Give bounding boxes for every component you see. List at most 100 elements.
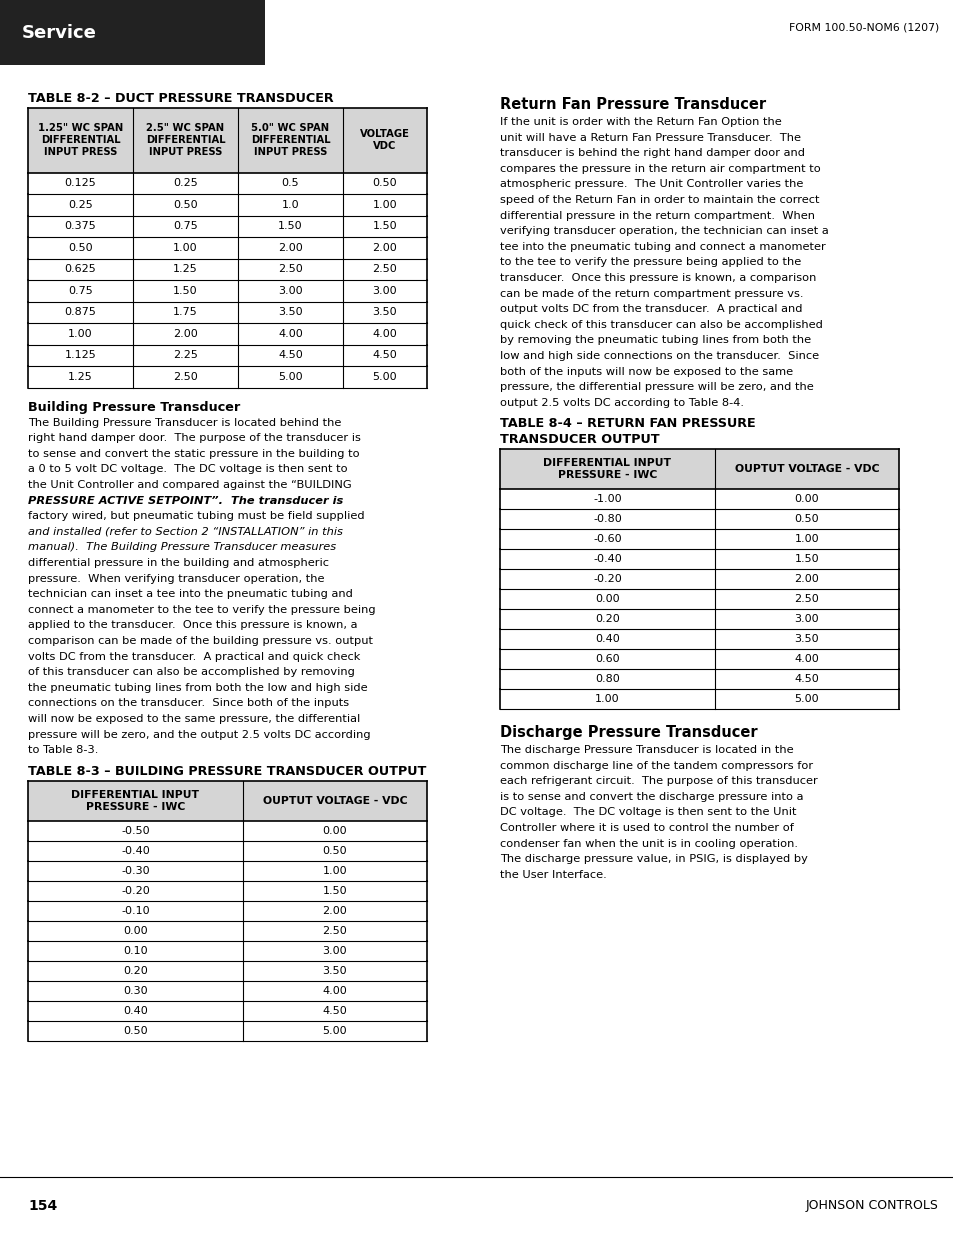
Text: 3.50: 3.50 (373, 308, 396, 317)
Bar (0, 0, 265, 65)
Text: 4.50: 4.50 (373, 351, 397, 361)
Text: factory wired, but pneumatic tubing must be field supplied: factory wired, but pneumatic tubing must… (28, 511, 364, 521)
Text: 1.25" WC SPAN
DIFFERENTIAL
INPUT PRESS: 1.25" WC SPAN DIFFERENTIAL INPUT PRESS (38, 124, 123, 157)
Text: can be made of the return compartment pressure vs.: can be made of the return compartment pr… (499, 289, 802, 299)
Text: 1.125: 1.125 (65, 351, 96, 361)
Text: the User Interface.: the User Interface. (499, 869, 606, 879)
Text: tee into the pneumatic tubing and connect a manometer: tee into the pneumatic tubing and connec… (499, 242, 825, 252)
Text: 0.75: 0.75 (68, 285, 92, 295)
Text: 2.00: 2.00 (373, 243, 397, 253)
Text: 4.00: 4.00 (373, 329, 397, 338)
Text: 4.00: 4.00 (278, 329, 302, 338)
Text: 4.00: 4.00 (794, 655, 819, 664)
Text: low and high side connections on the transducer.  Since: low and high side connections on the tra… (499, 351, 819, 361)
Text: 0.00: 0.00 (794, 494, 819, 504)
Text: 0.50: 0.50 (68, 243, 92, 253)
Text: 0.50: 0.50 (794, 514, 819, 524)
Text: is to sense and convert the discharge pressure into a: is to sense and convert the discharge pr… (499, 792, 802, 802)
Text: comparison can be made of the building pressure vs. output: comparison can be made of the building p… (28, 636, 373, 646)
Text: 2.25: 2.25 (172, 351, 197, 361)
Text: If the unit is order with the Return Fan Option the: If the unit is order with the Return Fan… (499, 117, 781, 127)
Text: 0.00: 0.00 (322, 826, 347, 836)
Text: 0.30: 0.30 (123, 986, 148, 995)
Text: TABLE 8-4 – RETURN FAN PRESSURE: TABLE 8-4 – RETURN FAN PRESSURE (499, 417, 755, 431)
Text: 3.00: 3.00 (373, 285, 396, 295)
Text: 3.50: 3.50 (278, 308, 302, 317)
Bar (28, 107, 427, 173)
Text: 1.75: 1.75 (172, 308, 197, 317)
Text: output volts DC from the transducer.  A practical and: output volts DC from the transducer. A p… (499, 304, 801, 314)
Text: 0.20: 0.20 (595, 614, 619, 624)
Text: 1.00: 1.00 (373, 200, 396, 210)
Text: condenser fan when the unit is in cooling operation.: condenser fan when the unit is in coolin… (499, 839, 797, 848)
Text: -0.40: -0.40 (121, 846, 150, 856)
Text: right hand damper door.  The purpose of the transducer is: right hand damper door. The purpose of t… (28, 433, 360, 443)
Text: DC voltage.  The DC voltage is then sent to the Unit: DC voltage. The DC voltage is then sent … (499, 808, 796, 818)
Text: -0.50: -0.50 (121, 826, 150, 836)
Text: TRANSDUCER OUTPUT: TRANSDUCER OUTPUT (499, 433, 659, 446)
Text: 0.25: 0.25 (68, 200, 92, 210)
Text: each refrigerant circuit.  The purpose of this transducer: each refrigerant circuit. The purpose of… (499, 777, 817, 787)
Text: 4.50: 4.50 (794, 674, 819, 684)
Text: DIFFERENTIAL INPUT
PRESSURE - IWC: DIFFERENTIAL INPUT PRESSURE - IWC (543, 458, 671, 480)
Text: pressure.  When verifying transducer operation, the: pressure. When verifying transducer oper… (28, 573, 324, 583)
Text: 1.50: 1.50 (794, 555, 819, 564)
Text: 154: 154 (28, 1199, 57, 1213)
Text: 0.25: 0.25 (172, 178, 197, 188)
Text: atmospheric pressure.  The Unit Controller varies the: atmospheric pressure. The Unit Controlle… (499, 179, 802, 189)
Text: 3.50: 3.50 (322, 966, 347, 976)
Text: to sense and convert the static pressure in the building to: to sense and convert the static pressure… (28, 448, 359, 458)
Text: -0.20: -0.20 (121, 885, 150, 895)
Text: of this transducer can also be accomplished by removing: of this transducer can also be accomplis… (28, 667, 355, 677)
Text: -1.00: -1.00 (593, 494, 621, 504)
Text: 2.50: 2.50 (172, 372, 197, 382)
Text: and installed (refer to Section 2 “INSTALLATION” in this: and installed (refer to Section 2 “INSTA… (28, 526, 342, 537)
Text: 0.80: 0.80 (595, 674, 619, 684)
Text: FORM 100.50-NOM6 (1207): FORM 100.50-NOM6 (1207) (788, 23, 938, 33)
Text: 5.00: 5.00 (322, 1026, 347, 1036)
Text: OUPTUT VOLTAGE - VDC: OUPTUT VOLTAGE - VDC (734, 464, 879, 474)
Text: 0.20: 0.20 (123, 966, 148, 976)
Text: differential pressure in the return compartment.  When: differential pressure in the return comp… (499, 211, 814, 221)
Text: 0.50: 0.50 (373, 178, 396, 188)
Text: PRESSURE ACTIVE SETPOINT”.  The transducer is: PRESSURE ACTIVE SETPOINT”. The transduce… (28, 495, 343, 505)
Text: compares the pressure in the return air compartment to: compares the pressure in the return air … (499, 164, 820, 174)
Text: -0.60: -0.60 (593, 534, 621, 545)
Text: TABLE 8-2 – DUCT PRESSURE TRANSDUCER: TABLE 8-2 – DUCT PRESSURE TRANSDUCER (28, 91, 334, 105)
Text: the Unit Controller and compared against the “BUILDING: the Unit Controller and compared against… (28, 480, 352, 490)
Text: speed of the Return Fan in order to maintain the correct: speed of the Return Fan in order to main… (499, 195, 819, 205)
Text: 1.25: 1.25 (172, 264, 197, 274)
Text: volts DC from the transducer.  A practical and quick check: volts DC from the transducer. A practica… (28, 652, 360, 662)
Text: 1.50: 1.50 (278, 221, 302, 231)
Text: 3.00: 3.00 (322, 946, 347, 956)
Text: -0.10: -0.10 (121, 905, 150, 916)
Text: 0.375: 0.375 (65, 221, 96, 231)
Text: transducer.  Once this pressure is known, a comparison: transducer. Once this pressure is known,… (499, 273, 816, 283)
Text: 0.50: 0.50 (173, 200, 197, 210)
Text: common discharge line of the tandem compressors for: common discharge line of the tandem comp… (499, 761, 812, 771)
Text: 5.00: 5.00 (373, 372, 396, 382)
Text: 1.00: 1.00 (794, 534, 819, 545)
Text: 2.50: 2.50 (373, 264, 397, 274)
Text: 0.50: 0.50 (322, 846, 347, 856)
Text: connect a manometer to the tee to verify the pressure being: connect a manometer to the tee to verify… (28, 605, 375, 615)
Bar (499, 450, 898, 489)
Text: 0.40: 0.40 (595, 634, 619, 645)
Text: The Building Pressure Transducer is located behind the: The Building Pressure Transducer is loca… (28, 417, 341, 427)
Text: unit will have a Return Fan Pressure Transducer.  The: unit will have a Return Fan Pressure Tra… (499, 132, 801, 142)
Text: -0.80: -0.80 (593, 514, 621, 524)
Text: 0.50: 0.50 (123, 1026, 148, 1036)
Text: 1.00: 1.00 (595, 694, 619, 704)
Text: to Table 8-3.: to Table 8-3. (28, 745, 98, 755)
Text: 4.00: 4.00 (322, 986, 347, 995)
Text: 2.50: 2.50 (322, 926, 347, 936)
Text: 0.60: 0.60 (595, 655, 619, 664)
Text: 2.50: 2.50 (794, 594, 819, 604)
Text: 0.125: 0.125 (65, 178, 96, 188)
Text: Service: Service (22, 23, 97, 42)
Text: 3.50: 3.50 (794, 634, 819, 645)
Text: 0.10: 0.10 (123, 946, 148, 956)
Text: 1.00: 1.00 (322, 866, 347, 876)
Text: both of the inputs will now be exposed to the same: both of the inputs will now be exposed t… (499, 367, 792, 377)
Text: Discharge Pressure Transducer: Discharge Pressure Transducer (499, 725, 757, 740)
